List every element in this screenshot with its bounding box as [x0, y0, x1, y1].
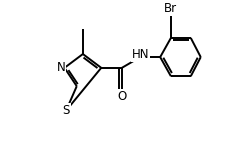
Text: O: O	[117, 90, 126, 103]
Text: Br: Br	[164, 2, 177, 15]
Text: HN: HN	[131, 48, 148, 61]
Text: S: S	[62, 104, 70, 117]
Text: N: N	[56, 61, 65, 74]
